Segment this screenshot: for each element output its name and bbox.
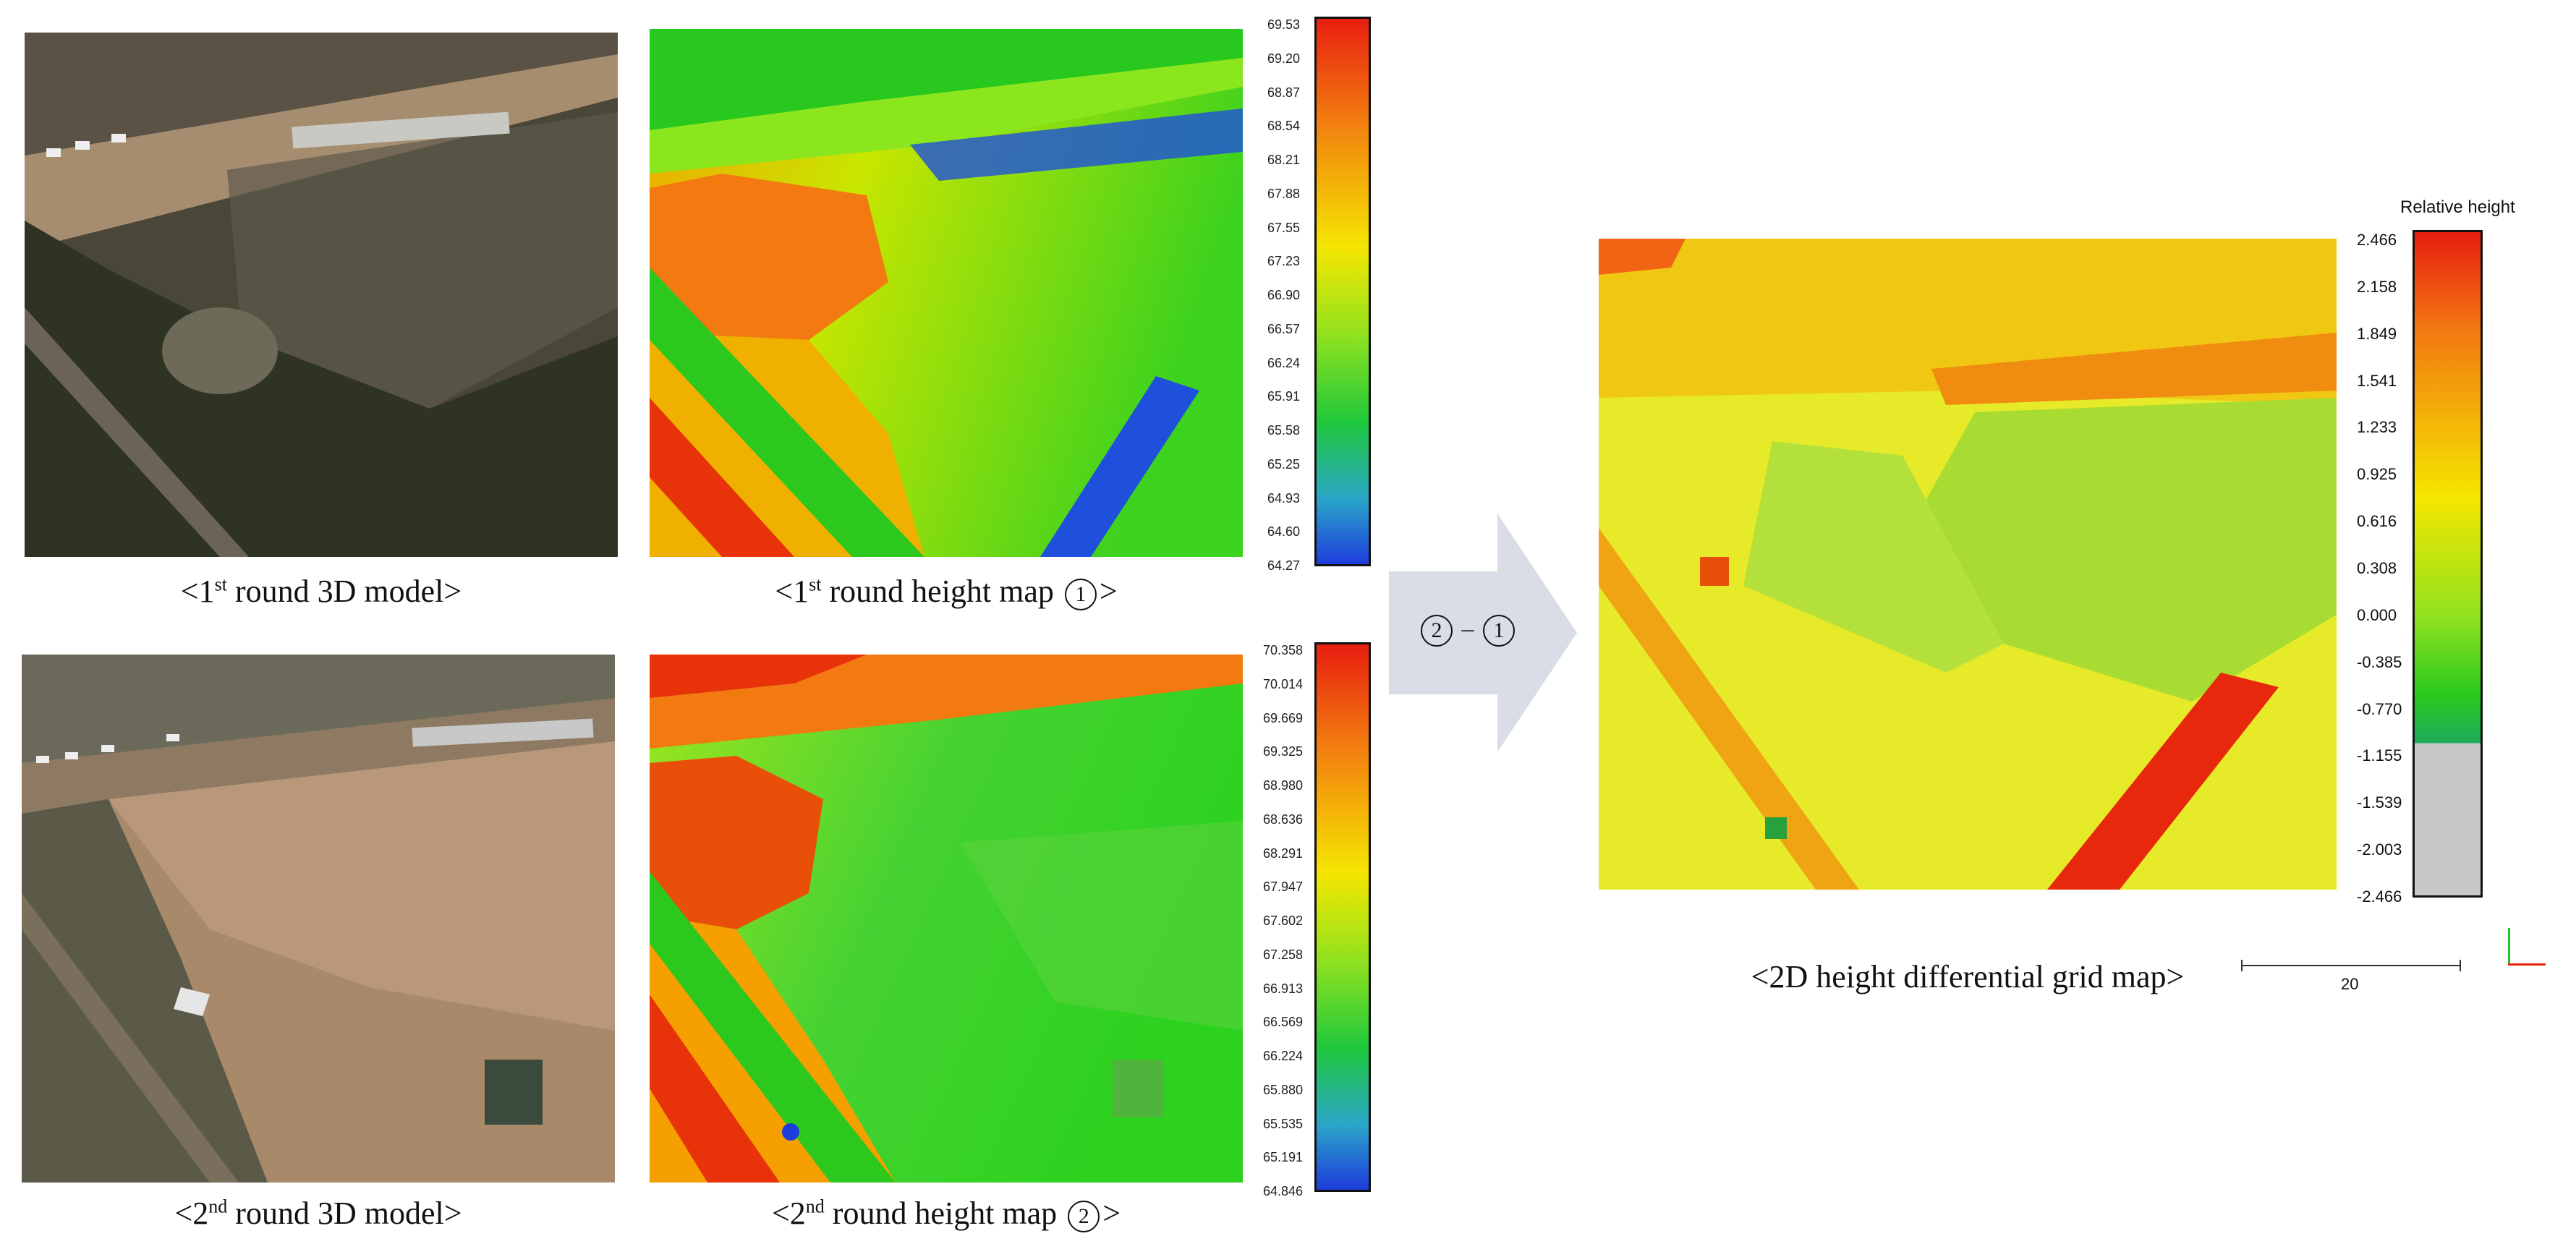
r1-colorbar — [1314, 17, 1371, 566]
axis-indicator-icon — [2508, 928, 2548, 968]
colorbar2-tick-label: 67.947 — [1263, 879, 1304, 895]
colorbar2-tick-label: 69.669 — [1263, 710, 1304, 725]
r1-height-map — [650, 29, 1243, 557]
colorbar2-tick-label: 65.535 — [1263, 1116, 1304, 1131]
colorbar3-tick-label: 2.158 — [2357, 277, 2397, 296]
r2-colorbar — [1314, 642, 1371, 1192]
colorbar1-tick-label: 66.24 — [1267, 355, 1301, 370]
colorbar1-tick-label: 65.91 — [1267, 389, 1301, 404]
differential-grid-map — [1599, 239, 2337, 890]
colorbar3-tick-label: 0.308 — [2357, 559, 2397, 577]
colorbar1-tick-label: 67.88 — [1267, 186, 1301, 201]
relative-height-colorbar — [2413, 230, 2483, 898]
r2-height-map — [650, 655, 1243, 1183]
colorbar2-tick-label: 65.191 — [1263, 1150, 1304, 1165]
colorbar2-tick-label: 69.325 — [1263, 744, 1304, 759]
circled-number-1: 1 — [1064, 578, 1097, 610]
colorbar2-tick-label: 68.636 — [1263, 811, 1304, 827]
colorbar3-tick-label: -0.385 — [2357, 652, 2402, 671]
colorbar1-tick-label: 64.93 — [1267, 490, 1301, 506]
r1-3d-model-caption: <1st round 3D model> — [180, 574, 462, 609]
subtraction-arrow: 2 – 1 — [1389, 514, 1577, 752]
colorbar2-tick-label: 70.358 — [1263, 643, 1304, 657]
relative-height-title: Relative height — [2400, 197, 2515, 217]
colorbar3-tick-label: 0.000 — [2357, 605, 2397, 624]
colorbar1-tick-label: 66.57 — [1267, 321, 1301, 336]
colorbar1-tick-label: 68.54 — [1267, 119, 1301, 134]
colorbar3-tick-label: -1.539 — [2357, 793, 2402, 812]
colorbar3-tick-label: 2.466 — [2357, 231, 2397, 249]
colorbar1-tick-label: 65.25 — [1267, 456, 1301, 472]
differential-map-caption: <2D height differential grid map> — [1751, 959, 2185, 994]
colorbar2-tick-label: 66.569 — [1263, 1015, 1304, 1030]
r1-3d-model-image — [25, 33, 618, 557]
colorbar1-tick-label: 67.23 — [1267, 254, 1301, 269]
colorbar2-tick-label: 65.880 — [1263, 1082, 1304, 1097]
scale-bar-label: 20 — [2341, 975, 2359, 993]
colorbar3-tick-label: 1.849 — [2357, 324, 2397, 343]
colorbar3-tick-label: -1.155 — [2357, 746, 2402, 765]
colorbar3-tick-label: -2.466 — [2357, 887, 2402, 906]
colorbar2-tick-label: 66.913 — [1263, 981, 1304, 996]
colorbar2-tick-label: 64.846 — [1263, 1184, 1304, 1198]
r2-height-map-caption: <2nd round height map 2 > — [771, 1196, 1121, 1232]
colorbar1-tick-label: 64.60 — [1267, 524, 1301, 540]
colorbar3-tick-label: 0.616 — [2357, 512, 2397, 531]
colorbar3-tick-label: -2.003 — [2357, 840, 2402, 859]
r2-3d-model-image — [22, 655, 615, 1183]
r2-3d-model-caption: <2nd round 3D model> — [174, 1196, 462, 1231]
minus-sign: – — [1461, 615, 1474, 642]
colorbar2-tick-label: 67.602 — [1263, 913, 1304, 928]
colorbar1-tick-label: 68.87 — [1267, 85, 1301, 100]
colorbar2-tick-label: 67.258 — [1263, 947, 1304, 962]
colorbar2-tick-label: 68.291 — [1263, 845, 1304, 861]
colorbar2-tick-label: 70.014 — [1263, 676, 1304, 691]
colorbar1-tick-label: 65.58 — [1267, 423, 1301, 438]
colorbar1-tick-label: 67.55 — [1267, 220, 1301, 235]
colorbar1-tick-label: 69.53 — [1267, 17, 1301, 32]
scale-bar — [2241, 958, 2461, 973]
colorbar1-tick-label: 68.21 — [1267, 153, 1301, 167]
circled-number-1: 1 — [1483, 615, 1515, 647]
colorbar1-tick-label: 69.20 — [1267, 51, 1301, 66]
colorbar1-tick-label: 66.90 — [1267, 288, 1301, 302]
colorbar3-tick-label: -0.770 — [2357, 699, 2402, 718]
colorbar3-tick-label: 0.925 — [2357, 465, 2397, 484]
colorbar2-tick-label: 66.224 — [1263, 1049, 1304, 1063]
r1-height-map-caption: <1st round height map 1 > — [775, 574, 1118, 610]
colorbar3-tick-label: 1.541 — [2357, 371, 2397, 390]
colorbar1-tick-label: 64.27 — [1267, 558, 1301, 573]
circled-number-2: 2 — [1421, 615, 1453, 647]
colorbar3-tick-label: 1.233 — [2357, 418, 2397, 437]
circled-number-2: 2 — [1068, 1200, 1100, 1232]
colorbar2-tick-label: 68.980 — [1263, 778, 1304, 793]
